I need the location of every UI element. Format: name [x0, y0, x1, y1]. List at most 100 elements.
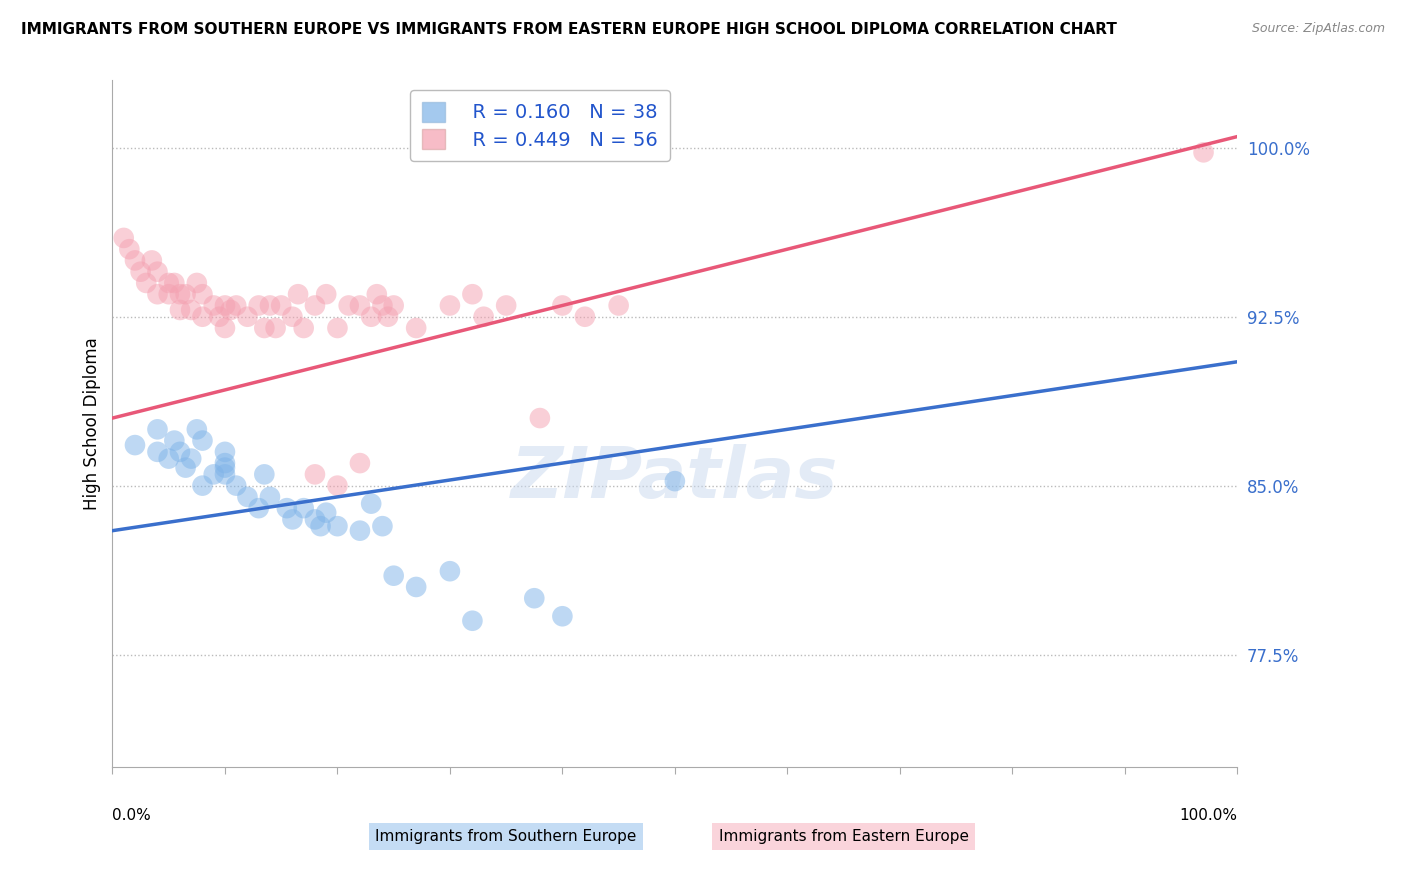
Point [186, 422, 208, 436]
Point [191, 434, 214, 448]
Point [202, 467, 225, 482]
Point [247, 501, 270, 516]
Text: IMMIGRANTS FROM SOUTHERN EUROPE VS IMMIGRANTS FROM EASTERN EUROPE HIGH SCHOOL DI: IMMIGRANTS FROM SOUTHERN EUROPE VS IMMIG… [21, 22, 1116, 37]
Point [141, 253, 163, 268]
Text: Immigrants from Southern Europe: Immigrants from Southern Europe [375, 829, 637, 844]
Point [292, 501, 315, 516]
Point [163, 276, 186, 290]
Point [186, 276, 208, 290]
Point [360, 497, 382, 511]
Point [112, 231, 135, 245]
Point [146, 445, 169, 459]
Point [360, 310, 382, 324]
Point [214, 460, 236, 475]
Point [309, 519, 332, 533]
Point [202, 298, 225, 312]
Point [253, 321, 276, 335]
Legend:   R = 0.160   N = 38,   R = 0.449   N = 56: R = 0.160 N = 38, R = 0.449 N = 56 [411, 90, 669, 161]
Point [169, 303, 191, 318]
Point [304, 467, 326, 482]
Point [461, 614, 484, 628]
Point [225, 298, 247, 312]
Point [382, 568, 405, 582]
Point [180, 303, 202, 318]
Text: 100.0%: 100.0% [1180, 808, 1237, 823]
Point [439, 298, 461, 312]
Point [366, 287, 388, 301]
Point [191, 287, 214, 301]
Point [191, 310, 214, 324]
Point [349, 524, 371, 538]
Point [349, 298, 371, 312]
Point [472, 310, 495, 324]
Point [337, 298, 360, 312]
Point [135, 276, 157, 290]
Point [259, 298, 281, 312]
Point [495, 298, 517, 312]
Point [326, 321, 349, 335]
Point [259, 490, 281, 504]
Point [664, 474, 686, 488]
Point [315, 287, 337, 301]
Point [174, 460, 197, 475]
Point [157, 287, 180, 301]
Point [382, 298, 405, 312]
Point [523, 591, 546, 606]
Point [253, 467, 276, 482]
Point [264, 321, 287, 335]
Point [146, 265, 169, 279]
Text: 0.0%: 0.0% [112, 808, 152, 823]
Point [214, 445, 236, 459]
Point [157, 451, 180, 466]
Point [208, 310, 231, 324]
Point [236, 310, 259, 324]
Point [270, 298, 292, 312]
Point [124, 253, 146, 268]
Point [574, 310, 596, 324]
Point [146, 287, 169, 301]
Point [377, 310, 399, 324]
Point [118, 242, 141, 256]
Point [129, 265, 152, 279]
Point [529, 411, 551, 425]
Point [281, 512, 304, 526]
Point [551, 298, 574, 312]
Point [169, 445, 191, 459]
Point [439, 564, 461, 578]
Point [146, 422, 169, 436]
Point [281, 310, 304, 324]
Point [349, 456, 371, 470]
Point [157, 276, 180, 290]
Point [225, 478, 247, 492]
Point [326, 478, 349, 492]
Point [247, 298, 270, 312]
Point [214, 298, 236, 312]
Point [236, 490, 259, 504]
Point [214, 321, 236, 335]
Point [191, 478, 214, 492]
Point [169, 287, 191, 301]
Point [607, 298, 630, 312]
Point [124, 438, 146, 452]
Point [304, 298, 326, 312]
Point [304, 512, 326, 526]
Point [405, 321, 427, 335]
Point [371, 298, 394, 312]
Point [551, 609, 574, 624]
Text: ZIPatlas: ZIPatlas [512, 444, 838, 513]
Text: Immigrants from Eastern Europe: Immigrants from Eastern Europe [718, 829, 969, 844]
Point [214, 467, 236, 482]
Point [174, 287, 197, 301]
Point [219, 303, 242, 318]
Point [292, 321, 315, 335]
Point [214, 456, 236, 470]
Point [326, 519, 349, 533]
Point [1192, 145, 1215, 160]
Point [180, 451, 202, 466]
Point [315, 506, 337, 520]
Point [371, 519, 394, 533]
Y-axis label: High School Diploma: High School Diploma [83, 337, 101, 510]
Text: Source: ZipAtlas.com: Source: ZipAtlas.com [1251, 22, 1385, 36]
Point [276, 501, 298, 516]
Point [287, 287, 309, 301]
